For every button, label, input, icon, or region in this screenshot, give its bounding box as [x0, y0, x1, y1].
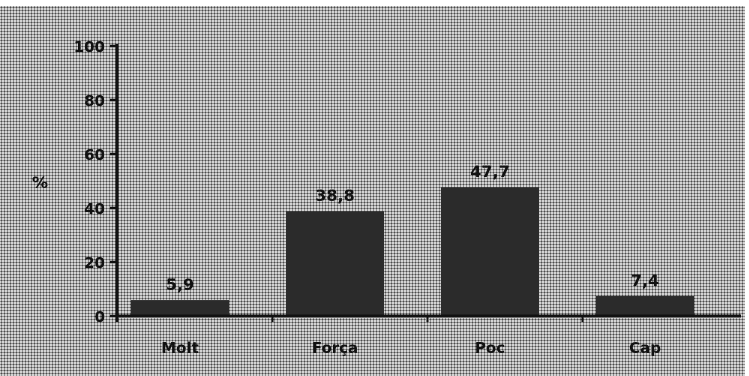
x-tick-label: Força — [312, 339, 358, 357]
y-axis-ticks: 0 20 40 60 80 100 — [74, 38, 117, 326]
bar-value-label: 7,4 — [631, 271, 659, 290]
right-border — [745, 0, 749, 376]
x-tick-label: Poc — [475, 339, 505, 357]
y-tick-label: 60 — [84, 146, 105, 164]
bar — [131, 300, 229, 316]
x-tick-label: Molt — [161, 339, 199, 357]
bar-value-label: 38,8 — [315, 186, 354, 205]
x-axis-labels: Molt Força Poc Cap — [116, 316, 661, 357]
bar — [286, 211, 384, 316]
top-border — [0, 0, 749, 6]
y-tick-label: 100 — [74, 38, 105, 56]
y-tick-label: 20 — [84, 254, 105, 272]
y-axis-label: % — [32, 173, 48, 192]
bar — [596, 296, 694, 316]
bar — [441, 187, 539, 316]
x-tick-label: Cap — [629, 339, 661, 357]
bars — [131, 187, 694, 316]
y-tick-label: 0 — [95, 308, 105, 326]
value-labels: 5,9 38,8 47,7 7,4 — [166, 162, 659, 294]
y-tick-label: 40 — [84, 200, 105, 218]
bar-value-label: 5,9 — [166, 275, 194, 294]
bar-value-label: 47,7 — [470, 162, 509, 181]
y-tick-label: 80 — [84, 92, 105, 110]
